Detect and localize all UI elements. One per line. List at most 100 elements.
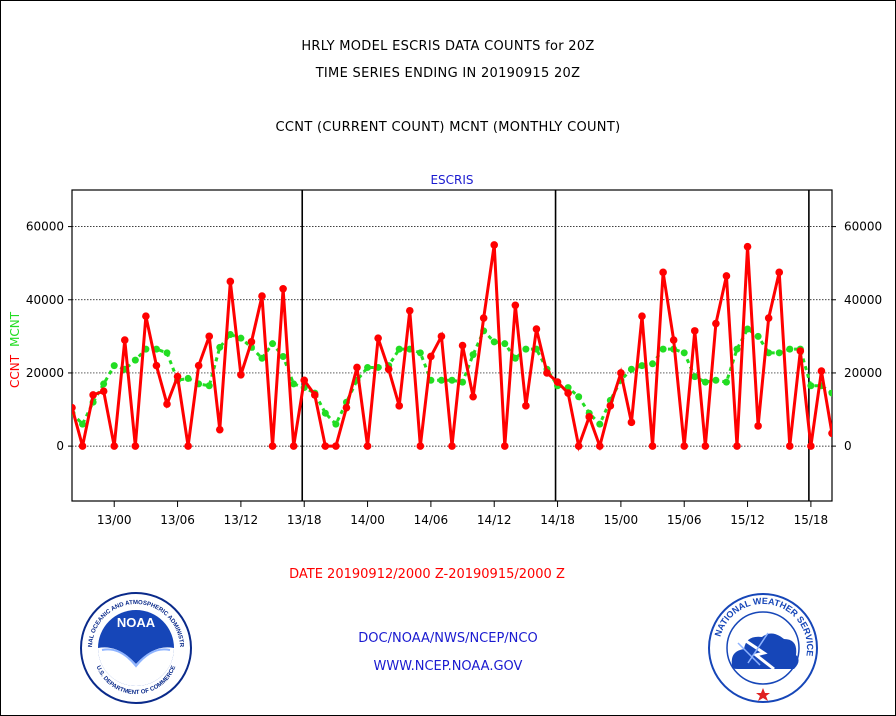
point-mcnt: [459, 378, 467, 386]
point-ccnt: [743, 242, 752, 251]
x-tick-label: 13/18: [287, 513, 322, 527]
point-ccnt: [405, 306, 414, 315]
point-ccnt: [342, 403, 351, 412]
point-mcnt: [79, 420, 87, 428]
x-tick-label: 15/18: [794, 513, 829, 527]
point-mcnt: [575, 393, 583, 401]
point-mcnt: [775, 349, 783, 357]
point-ccnt: [733, 442, 741, 450]
point-ccnt: [427, 352, 435, 361]
point-ccnt: [163, 400, 171, 408]
point-mcnt: [364, 363, 372, 371]
point-ccnt: [680, 442, 689, 450]
point-mcnt: [100, 380, 108, 388]
nws-logo: NATIONAL WEATHER SERVICE: [708, 593, 818, 703]
point-mcnt: [659, 345, 667, 353]
point-mcnt: [744, 325, 752, 333]
point-mcnt: [638, 362, 646, 370]
point-mcnt: [691, 373, 699, 381]
point-mcnt: [490, 338, 498, 346]
point-mcnt: [448, 376, 456, 384]
point-mcnt: [416, 349, 424, 357]
point-ccnt: [99, 387, 108, 396]
point-mcnt: [469, 351, 477, 359]
point-ccnt: [279, 284, 287, 293]
y-tick-label-right: 0: [844, 439, 852, 453]
point-ccnt: [437, 332, 446, 341]
point-mcnt: [258, 354, 266, 362]
chart-subtitle: CCNT (CURRENT COUNT) MCNT (MONTHLY COUNT…: [275, 120, 621, 135]
point-ccnt: [72, 403, 76, 412]
point-ccnt: [659, 268, 667, 277]
point-mcnt: [839, 410, 846, 417]
point-ccnt: [384, 365, 393, 374]
point-ccnt: [754, 422, 762, 430]
point-mcnt: [131, 356, 139, 364]
point-mcnt: [437, 376, 445, 384]
point-ccnt: [458, 341, 467, 350]
point-ccnt: [247, 338, 256, 346]
point-ccnt: [395, 402, 404, 410]
x-tick-label: 13/12: [224, 513, 259, 527]
point-ccnt: [416, 442, 425, 450]
point-ccnt: [764, 314, 773, 322]
point-ccnt: [237, 370, 245, 379]
point-ccnt: [712, 319, 720, 328]
point-ccnt: [796, 347, 805, 355]
point-ccnt: [690, 327, 699, 335]
point-ccnt: [553, 378, 562, 386]
y-tick-label-right: 60000: [844, 220, 882, 234]
point-mcnt: [290, 380, 298, 388]
point-ccnt: [332, 442, 340, 450]
agency-link[interactable]: DOC/NOAA/NWS/NCEP/NCO: [358, 631, 538, 646]
point-ccnt: [638, 312, 646, 321]
point-ccnt: [131, 442, 140, 450]
point-ccnt: [353, 363, 361, 372]
point-mcnt: [279, 352, 287, 360]
point-ccnt: [701, 442, 710, 450]
point-mcnt: [237, 334, 245, 342]
point-ccnt: [173, 372, 182, 381]
x-tick-label: 14/06: [414, 513, 449, 527]
plot-area: [71, 189, 833, 502]
point-ccnt: [226, 277, 235, 286]
point-ccnt: [89, 391, 97, 399]
x-tick-label: 14/12: [477, 513, 512, 527]
point-ccnt: [574, 442, 583, 450]
point-mcnt: [321, 409, 329, 417]
point-ccnt: [595, 442, 604, 450]
point-ccnt: [300, 376, 309, 385]
point-ccnt: [627, 418, 636, 427]
point-ccnt: [511, 301, 520, 310]
point-mcnt: [627, 365, 635, 373]
y-tick-label-left: 60000: [26, 220, 64, 234]
chart-plot-title: ESCRIS: [430, 173, 473, 187]
y-tick-label-right: 40000: [844, 293, 882, 307]
point-mcnt: [722, 378, 730, 386]
x-tick-label: 14/00: [350, 513, 385, 527]
x-tick-label: 15/12: [730, 513, 765, 527]
x-tick-label: 15/00: [604, 513, 639, 527]
point-ccnt: [215, 425, 224, 434]
chart-title-line2: TIME SERIES ENDING IN 20190915 20Z: [315, 66, 581, 81]
point-mcnt: [733, 345, 741, 353]
point-ccnt: [522, 402, 530, 410]
point-ccnt: [785, 442, 794, 450]
x-axis-label: DATE 20190912/2000 Z-20190915/2000 Z: [289, 567, 565, 582]
point-ccnt: [448, 442, 456, 450]
point-ccnt: [152, 361, 161, 370]
point-ccnt: [500, 442, 509, 450]
point-ccnt: [184, 442, 192, 450]
point-mcnt: [332, 420, 340, 428]
point-ccnt: [807, 442, 815, 450]
point-ccnt: [532, 325, 541, 333]
x-tick-label: 13/06: [160, 513, 195, 527]
point-ccnt: [205, 332, 214, 341]
point-mcnt: [712, 376, 720, 384]
y-axis-label: CCNT MCNT: [8, 311, 22, 388]
point-ccnt: [617, 369, 625, 377]
point-ccnt: [374, 334, 382, 342]
point-ccnt: [120, 336, 129, 344]
website-link[interactable]: WWW.NCEP.NOAA.GOV: [373, 659, 523, 674]
point-mcnt: [596, 420, 604, 428]
